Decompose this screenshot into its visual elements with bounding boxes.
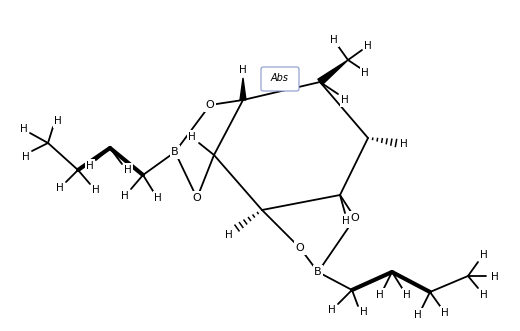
- Polygon shape: [318, 60, 348, 85]
- Text: H: H: [364, 41, 372, 51]
- Text: H: H: [20, 124, 28, 134]
- Text: H: H: [330, 35, 338, 45]
- Text: O: O: [350, 213, 359, 223]
- Text: H: H: [361, 68, 369, 78]
- Text: H: H: [341, 95, 349, 105]
- Text: H: H: [239, 65, 247, 75]
- Text: H: H: [225, 230, 233, 240]
- Text: B: B: [171, 147, 179, 157]
- Text: H: H: [86, 161, 94, 171]
- Text: B: B: [314, 267, 322, 277]
- Text: H: H: [188, 132, 196, 142]
- Text: H: H: [342, 216, 350, 226]
- Text: H: H: [376, 290, 384, 300]
- Polygon shape: [240, 78, 246, 100]
- Text: O: O: [192, 193, 201, 203]
- Text: H: H: [480, 290, 488, 300]
- Text: H: H: [328, 305, 336, 315]
- Text: H: H: [22, 152, 30, 162]
- Text: O: O: [205, 100, 214, 110]
- Text: H: H: [54, 116, 62, 126]
- Text: H: H: [121, 191, 129, 201]
- Text: H: H: [124, 165, 132, 175]
- Text: H: H: [360, 307, 368, 317]
- Text: O: O: [296, 243, 304, 253]
- Text: H: H: [154, 193, 162, 203]
- Text: H: H: [414, 310, 422, 320]
- FancyBboxPatch shape: [261, 67, 299, 91]
- Text: Abs: Abs: [271, 73, 289, 83]
- Text: H: H: [403, 290, 411, 300]
- Text: H: H: [400, 139, 408, 149]
- Text: H: H: [491, 272, 499, 282]
- Text: H: H: [441, 308, 449, 318]
- Text: H: H: [480, 250, 488, 260]
- Text: H: H: [92, 185, 100, 195]
- Text: H: H: [56, 183, 64, 193]
